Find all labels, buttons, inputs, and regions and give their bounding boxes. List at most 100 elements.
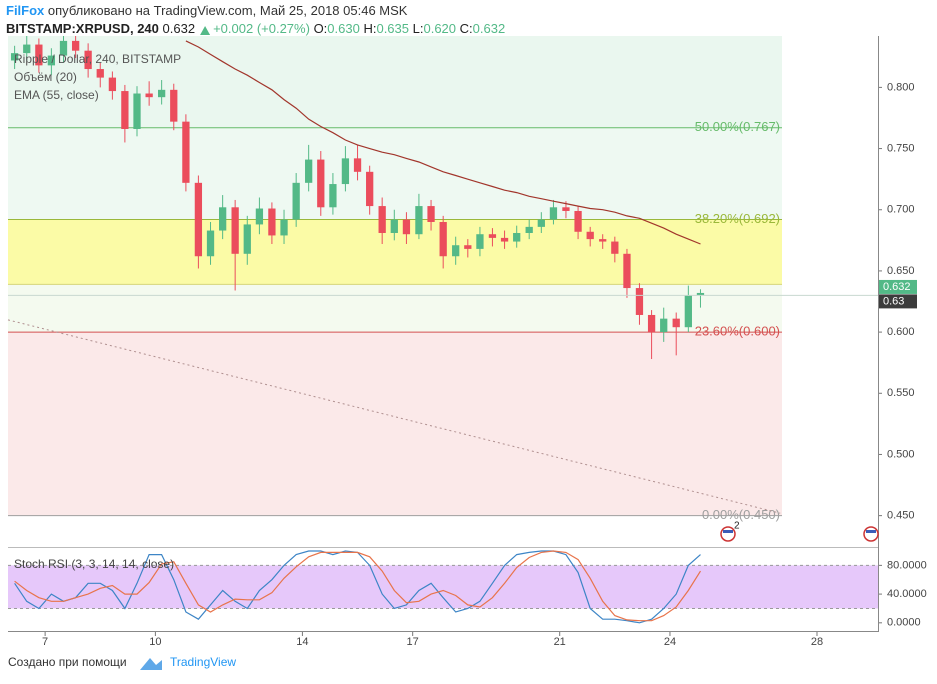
candle-body — [47, 55, 56, 66]
candle-body — [599, 239, 607, 242]
brand[interactable]: TradingView — [170, 655, 236, 669]
event-flag-stripe — [866, 530, 876, 533]
candle-body — [84, 50, 92, 70]
x-tick-label: 7 — [42, 636, 48, 648]
ohlc-label: L: — [413, 21, 424, 36]
ohlc-value: 0.620 — [423, 21, 456, 36]
candle-body — [684, 295, 692, 328]
level-label: 38.20%(0.692) — [695, 211, 780, 226]
candle-body — [194, 182, 203, 257]
candle-body — [623, 253, 631, 289]
candle-body — [182, 121, 190, 183]
candle-body — [586, 231, 594, 240]
y-tick-label: 0.500 — [887, 448, 915, 460]
change: +0.002 (+0.27%) — [213, 21, 310, 36]
ohlc-value: 0.632 — [473, 21, 506, 36]
price-tag — [879, 294, 917, 309]
event-flag-stripe — [723, 530, 733, 533]
candle-body — [243, 224, 251, 254]
x-tick-label: 14 — [296, 636, 308, 648]
candle-body — [329, 184, 337, 208]
candle-body — [121, 91, 129, 129]
candle-body — [255, 208, 264, 225]
ohlc-value: 0.630 — [327, 21, 360, 36]
brand-logo — [140, 658, 162, 670]
y-tick-label: 0.450 — [887, 510, 915, 522]
candle-body — [562, 207, 570, 211]
candle-body — [378, 206, 386, 233]
event-flag — [720, 526, 736, 542]
candle-body — [71, 40, 80, 51]
indicator-label: Объём (20) — [14, 70, 77, 84]
candle-body — [133, 93, 141, 129]
symbol-line: BITSTAMP:XRPUSD, 240 0.632 +0.002 (+0.27%… — [6, 21, 505, 36]
candle-body — [353, 158, 362, 172]
legend-entry: EMA (55, close) — [14, 88, 99, 102]
candle-body — [647, 314, 656, 333]
candle-body — [35, 44, 43, 66]
y-tick-label: 0.600 — [887, 326, 915, 338]
ohlc-label: C: — [460, 21, 473, 36]
candle-body — [59, 40, 68, 56]
candle-body — [525, 226, 533, 233]
candle-body — [660, 318, 668, 333]
level-band — [8, 332, 782, 516]
indicator-title: Stoch RSI (3, 3, 14, 14, close) — [14, 557, 174, 571]
candle-body — [537, 219, 545, 227]
ohlc-value: 0.635 — [376, 21, 409, 36]
chart-title: Ripple / Dollar, 240, BITSTAMP — [14, 52, 181, 66]
x-tick-label: 21 — [554, 636, 566, 648]
candle-body — [170, 89, 178, 122]
candle-body — [145, 93, 153, 98]
candle-body — [280, 219, 288, 236]
candle-body — [23, 44, 31, 54]
ema-line — [185, 40, 701, 245]
candle-body — [476, 234, 484, 249]
candle-body — [268, 208, 276, 236]
last-price: 0.632 — [163, 21, 196, 36]
publisher: FilFox — [6, 3, 45, 18]
candle-body — [206, 230, 215, 257]
candle-body — [635, 288, 644, 315]
price-tag-label: 0.63 — [883, 295, 904, 307]
stoch-line — [14, 550, 702, 622]
candle-body — [611, 241, 619, 254]
candle-body — [108, 77, 117, 92]
y-tick-label: 0.550 — [887, 387, 915, 399]
level-label: 0.00%(0.450) — [702, 507, 780, 522]
footer-text: Создано при помощи — [8, 655, 127, 669]
candle-body — [439, 221, 447, 257]
candle-body — [488, 234, 497, 238]
y-tick-label: 0.0000 — [887, 617, 921, 629]
event-flag — [863, 526, 879, 542]
candle-body — [415, 206, 423, 235]
candle-body — [464, 245, 472, 249]
x-tick-label: 17 — [407, 636, 419, 648]
y-tick-label: 0.800 — [887, 81, 915, 93]
candle-body — [427, 206, 435, 222]
candle-body — [96, 69, 104, 78]
y-tick-label: 80.0000 — [887, 559, 927, 571]
ohlc-label: O: — [314, 21, 328, 36]
candle-body — [513, 232, 521, 242]
candle-body — [696, 292, 705, 296]
change-arrow — [200, 26, 211, 35]
level-band — [8, 127, 782, 220]
candle-body — [574, 210, 582, 232]
candle-body — [231, 207, 239, 254]
candle-body — [341, 158, 350, 185]
ohlc-label: H: — [363, 21, 376, 36]
price-tag-label: 0.632 — [883, 281, 911, 293]
candle-body — [10, 53, 19, 61]
candle-body — [317, 159, 325, 208]
x-tick-label: 28 — [811, 636, 823, 648]
candle-body — [157, 89, 166, 98]
y-tick-label: 0.700 — [887, 204, 915, 216]
y-tick-label: 0.750 — [887, 142, 915, 154]
candle-body — [366, 171, 374, 207]
event-badge: 2 — [734, 521, 740, 532]
y-tick-label: 0.650 — [887, 265, 915, 277]
candle-body — [500, 237, 509, 242]
symbol: BITSTAMP:XRPUSD, 240 — [6, 21, 159, 36]
